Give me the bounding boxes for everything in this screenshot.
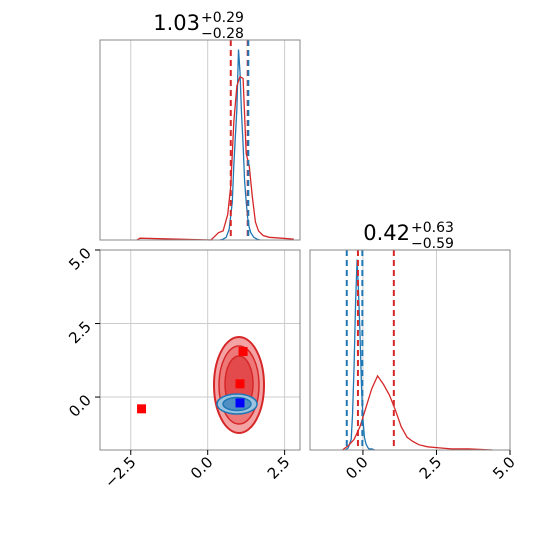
- marginal-y-title-minus: −0.59: [411, 236, 454, 252]
- marker-point: [235, 379, 245, 389]
- x-tick-label: 0.0: [187, 453, 217, 483]
- x-tick-label: 2.5: [416, 453, 446, 483]
- x-tick-label: 0.0: [342, 453, 372, 483]
- marginal-x-histograms: [136, 40, 294, 241]
- marginal-y-grid: [362, 250, 511, 450]
- marginal-y-histograms: [342, 250, 493, 451]
- joint-markers: [137, 346, 248, 414]
- marginal-x-title-value: 1.03: [153, 11, 200, 35]
- marginal-x-frame: [99, 39, 301, 241]
- histogram-line: [219, 49, 261, 241]
- marginal-y-panel: 0.42 +0.63 −0.59 0.0 2.5 5.0: [309, 220, 519, 483]
- x-tick-label: 5.0: [489, 453, 519, 483]
- y-tick-label: 5.0: [65, 244, 95, 274]
- marker-point: [137, 404, 147, 414]
- marginal-x-title-plus: +0.29: [201, 10, 244, 26]
- x-tick-label: −2.5: [101, 453, 139, 491]
- y-tick-label: 0.0: [65, 391, 95, 421]
- histogram-line: [344, 259, 375, 451]
- marginal-x-title-minus: −0.28: [201, 26, 244, 42]
- marker-point: [235, 398, 245, 408]
- marginal-y-tick-labels: 0.0 2.5 5.0: [342, 450, 519, 483]
- marginal-y-title-value: 0.42: [363, 221, 410, 245]
- joint-panel: −2.5 0.0 2.5 0.0 2.5 5.0: [65, 244, 301, 492]
- x-tick-label: 2.5: [264, 453, 294, 483]
- marginal-y-frame: [309, 249, 511, 451]
- marginal-y-title-plus: +0.63: [411, 220, 454, 236]
- marginal-x-grid: [130, 40, 286, 240]
- joint-frame: [99, 249, 301, 451]
- joint-grid: [100, 249, 300, 450]
- y-tick-label: 2.5: [65, 318, 95, 348]
- histogram-line: [342, 374, 493, 451]
- marginal-x-panel: 1.03 +0.29 −0.28: [99, 10, 301, 241]
- marker-point: [238, 346, 248, 356]
- histogram-line: [136, 75, 294, 241]
